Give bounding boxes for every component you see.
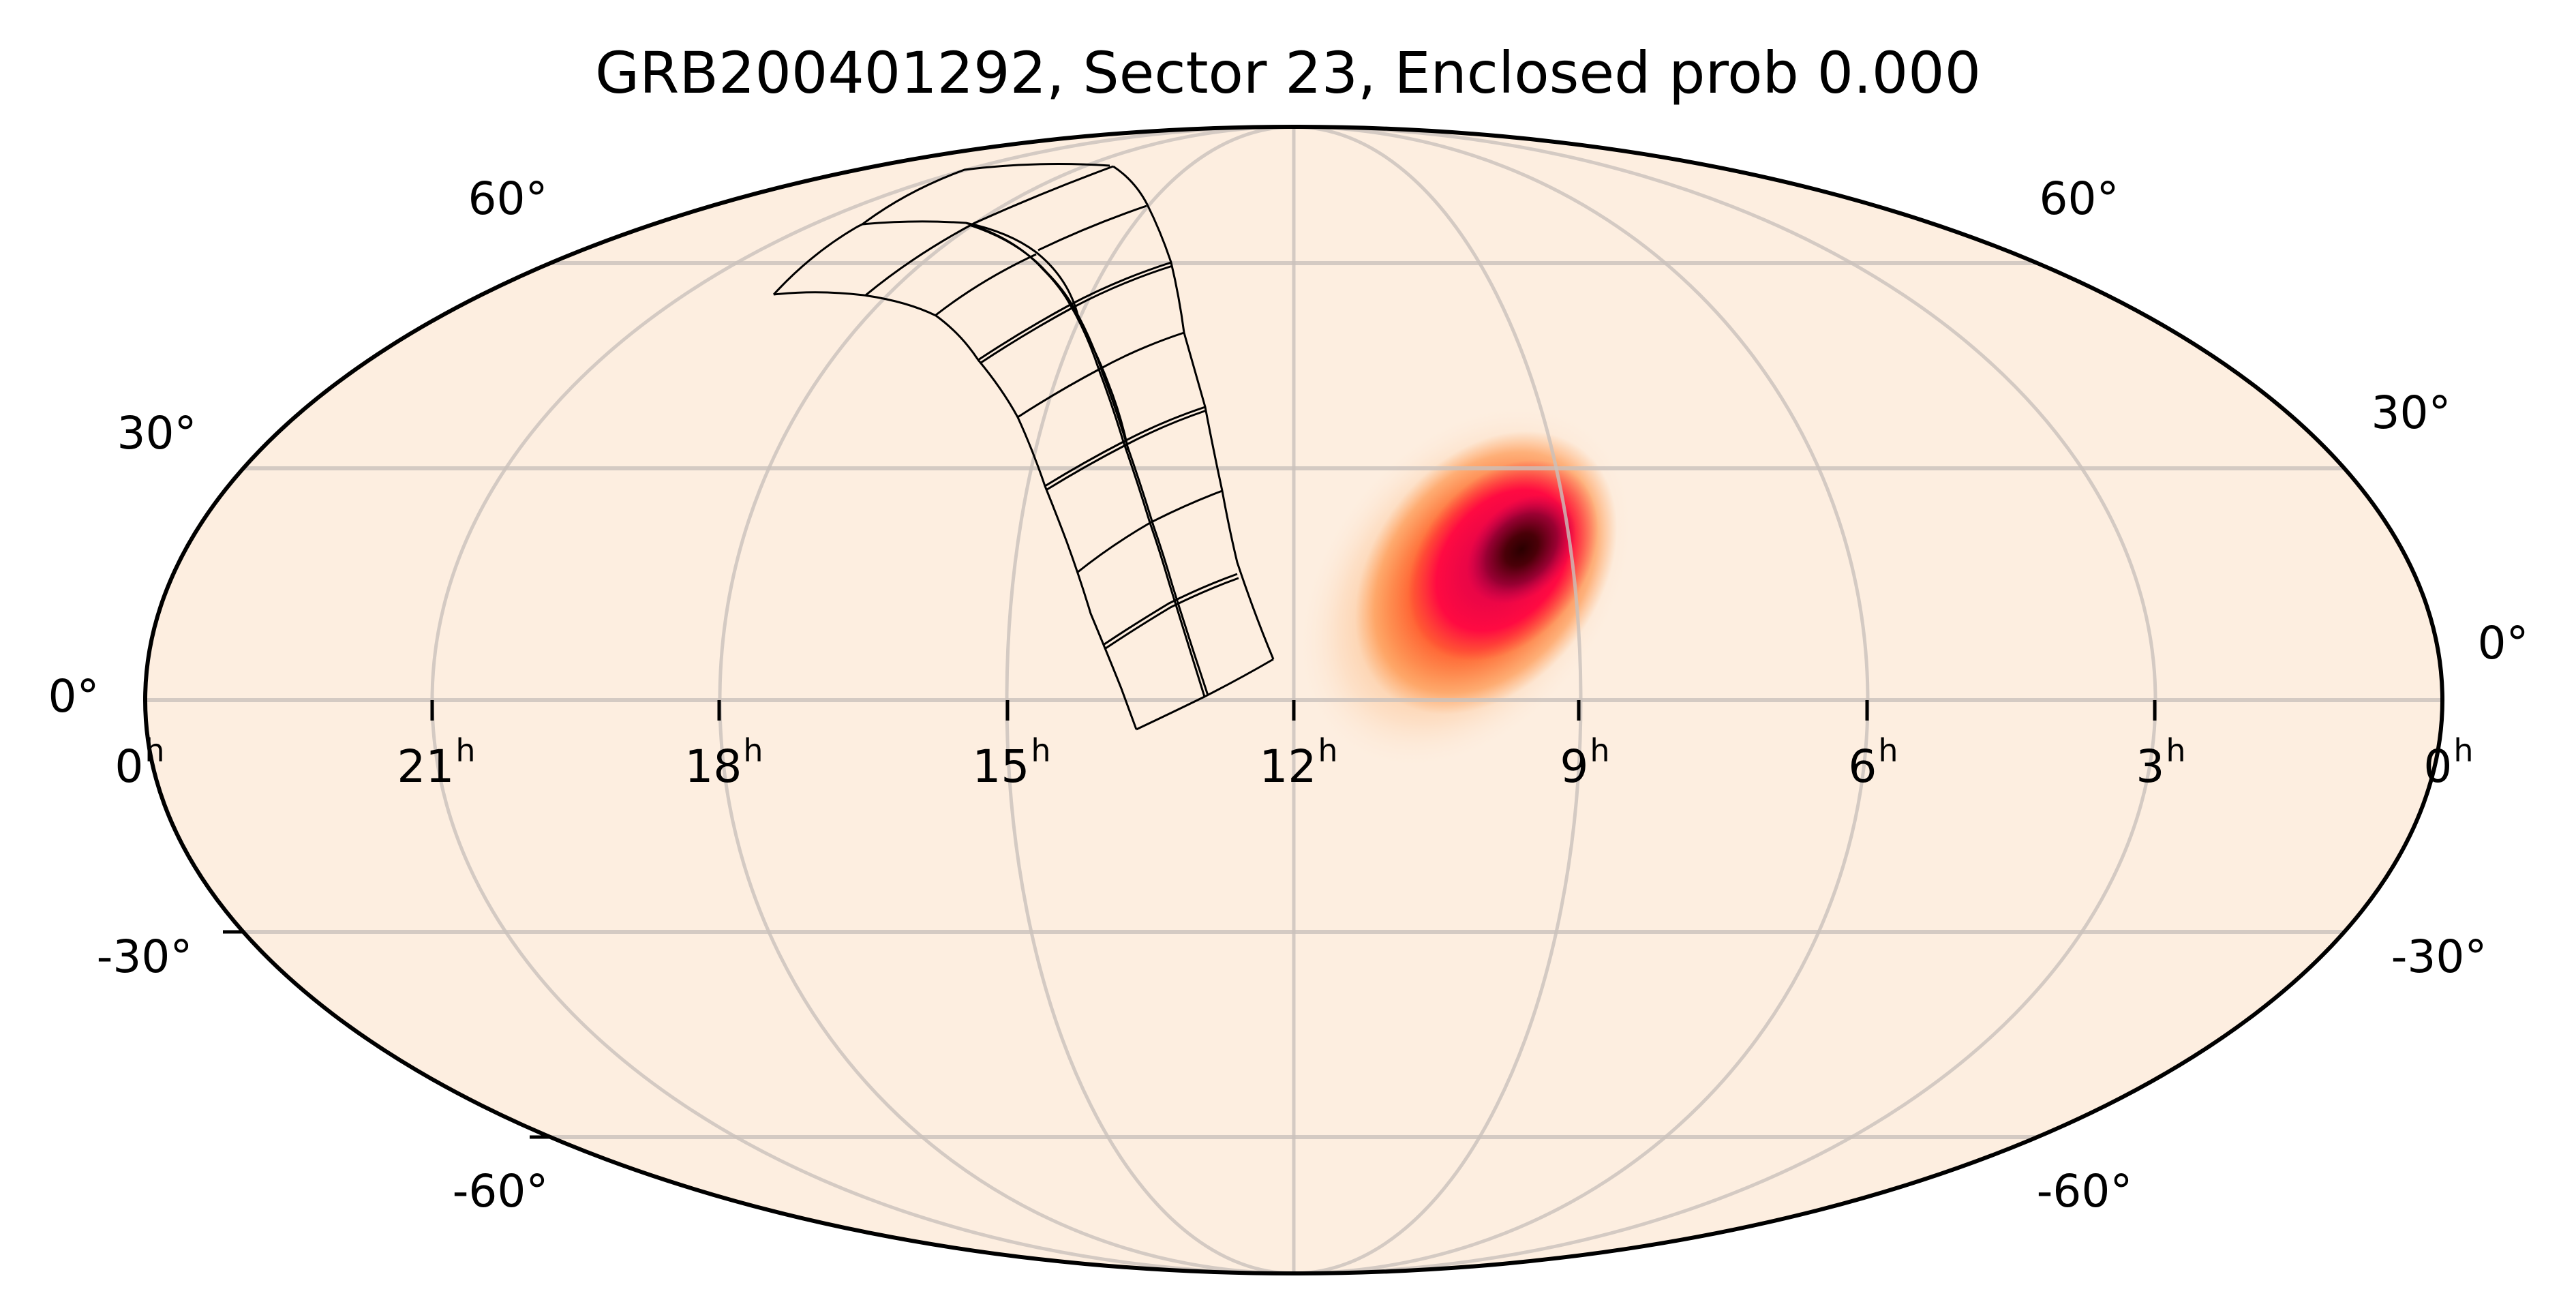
dec-label-left-60: 60° [468,172,548,225]
ra-label-0h-left: 0h [115,732,165,793]
footprint-seam-inner [865,165,1114,297]
dec-label-right-m60: -60° [2036,1165,2133,1218]
dec-label-right-m30: -30° [2391,931,2487,983]
ra-label-6h: 6h [1848,732,1898,793]
ra-label-12h: 12h [1259,732,1338,793]
probability-heatmap [1297,402,1635,770]
footprint-outline-left [772,220,1130,451]
footprint-top-piece [862,163,1110,226]
dec-label-left-m60: -60° [452,1165,549,1218]
footprint-bottom-edge [1136,658,1274,731]
footprint-left-bottom-arc [773,291,1138,730]
tess-sector-footprint [772,163,1275,731]
ra-label-15h: 15h [972,732,1051,793]
dec-label-left-0: 0° [48,670,100,723]
dec-label-left-m30: -30° [96,931,193,983]
ra-label-9h: 9h [1560,732,1610,793]
ra-label-0h-right: 0h [2423,732,2474,793]
ra-ticks [430,700,2157,721]
ra-label-18h: 18h [684,732,763,793]
dec-label-right-0: 0° [2477,617,2529,669]
footprint-middle-seam-2 [969,224,1209,696]
ra-label-21h: 21h [397,732,476,793]
sky-outline [143,125,2444,1275]
ra-label-3h: 3h [2136,732,2186,793]
dec-label-right-30: 30° [2371,387,2451,439]
dec-label-right-60: 60° [2039,172,2119,225]
chart-title: GRB200401292, Sector 23, Enclosed prob 0… [594,40,1982,106]
dec-label-left-30: 30° [117,407,197,459]
dec-ticks [223,930,551,1139]
footprint-right-edge [1112,165,1275,660]
